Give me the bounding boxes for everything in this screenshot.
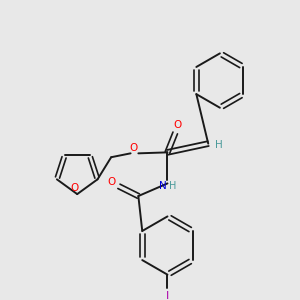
Text: I: I xyxy=(166,291,169,300)
Text: O: O xyxy=(70,183,78,193)
Text: O: O xyxy=(173,120,181,130)
Text: H: H xyxy=(215,140,223,150)
Text: O: O xyxy=(107,178,115,188)
Text: N: N xyxy=(159,181,167,191)
Text: H: H xyxy=(169,181,176,191)
Text: O: O xyxy=(129,142,138,152)
